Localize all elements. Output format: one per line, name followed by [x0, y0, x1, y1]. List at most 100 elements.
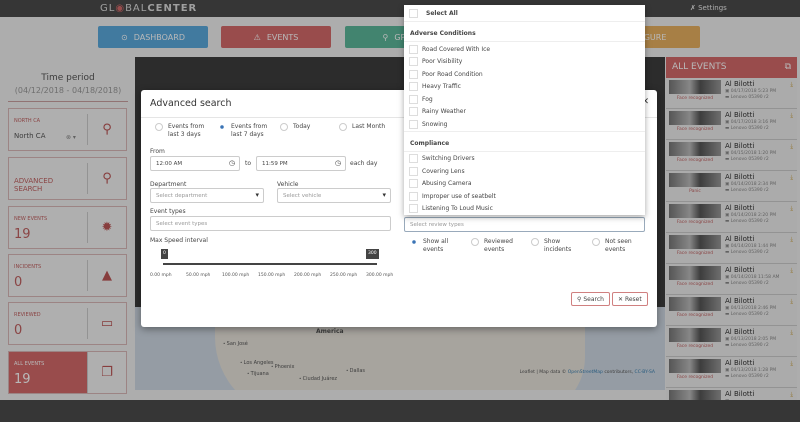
event-thumbnail [669, 235, 721, 249]
reset-button[interactable]: ✕ Reset [612, 292, 648, 306]
search-button[interactable]: ⚲ Search [571, 292, 610, 306]
osm-link[interactable]: OpenStreetMap [567, 370, 603, 375]
review-types-select[interactable]: Select review types [404, 217, 645, 232]
download-icon[interactable]: ⤓ [790, 391, 793, 398]
review-type-option[interactable]: Abusing Camera [404, 178, 645, 191]
checkbox[interactable] [409, 44, 418, 54]
download-icon[interactable]: ⤓ [790, 174, 793, 181]
checkbox[interactable] [409, 119, 418, 129]
checkbox[interactable] [409, 179, 418, 189]
warning-icon: ⚠ [253, 32, 261, 42]
event-types-select[interactable]: Select event types [150, 216, 391, 231]
map-attribution: Leaflet | Map data © OpenStreetMap contr… [519, 370, 655, 375]
download-icon[interactable]: ⤓ [790, 360, 793, 367]
event-item[interactable]: Face recognized Al Bilotti ▣ 04/15/2018 1:… [666, 140, 797, 171]
period-radio[interactable]: Events from last 7 days [218, 123, 278, 139]
sidebar-card-incidents[interactable]: INCIDENTS 0 ▲ [8, 254, 127, 297]
sidebar-card-north-ca[interactable]: NORTH CA North CA ⊗ ▾ ⚲ [8, 108, 127, 151]
from-time-input[interactable]: 12:00 AM ◷ [150, 156, 240, 171]
review-type-option[interactable]: Covering Lens [404, 165, 645, 178]
period-radio[interactable]: Events from last 3 days [155, 123, 215, 139]
speed-slider-track[interactable] [163, 263, 377, 265]
copy-icon[interactable]: ⧉ [784, 62, 791, 72]
checkbox[interactable] [409, 57, 418, 67]
event-item[interactable]: Al Bilotti▣ ▬ ⤓ [666, 388, 797, 400]
sidebar-card-new-events[interactable]: NEW EVENTS 19 ✹ [8, 206, 127, 249]
card-value: 0 [14, 323, 23, 338]
download-icon[interactable]: ⤓ [790, 298, 793, 305]
event-thumbnail [669, 359, 721, 373]
select-all-option[interactable]: Select All [404, 5, 645, 21]
event-item[interactable]: Face recognized Al Bilotti ▣ 04/13/2018 1:… [666, 357, 797, 388]
period-radio[interactable]: Today [280, 123, 340, 131]
checkbox[interactable] [409, 204, 418, 214]
speed-min-handle[interactable]: 0 [161, 249, 168, 259]
review-type-option[interactable]: Listening To Loud Music [404, 203, 645, 216]
department-select[interactable]: Select department ▾ [150, 188, 264, 203]
card-value: North CA [14, 132, 46, 140]
review-type-option[interactable]: Rainy Weather [404, 106, 645, 119]
filter-radio[interactable]: Reviewed events [471, 238, 529, 254]
review-type-option[interactable]: Snowing [404, 118, 645, 131]
event-item[interactable]: Face recognized Al Bilotti ▣ 04/14/2018 11… [666, 264, 797, 295]
checkbox[interactable] [409, 8, 418, 18]
event-thumbnail [669, 297, 721, 311]
download-icon[interactable]: ⤓ [790, 143, 793, 150]
event-item[interactable]: Face recognized Al Bilotti ▣ 04/13/2018 2:… [666, 295, 797, 326]
sidebar-card-all-events[interactable]: ALL EVENTS 19 ❐ [8, 351, 127, 394]
download-icon[interactable]: ⤓ [790, 112, 793, 119]
review-type-option[interactable]: Fog [404, 93, 645, 106]
wrench-icon: ✗ [690, 4, 699, 12]
modal-title: Advanced search [141, 90, 657, 118]
sidebar-card-reviewed[interactable]: REVIEWED 0 ▭ [8, 302, 127, 345]
to-time-input[interactable]: 11:59 PM ◷ [256, 156, 346, 171]
nav-events[interactable]: ⚠ EVENTS [221, 26, 331, 48]
map-city-label: Dallas [346, 368, 365, 374]
download-icon[interactable]: ⤓ [790, 205, 793, 212]
review-type-option[interactable]: Poor Road Condition [404, 68, 645, 81]
event-item[interactable]: Panic Al Bilotti ▣ 04/14/2018 2:34 PM ▬ Len… [666, 171, 797, 202]
filter-radio[interactable]: Show all events [410, 238, 468, 254]
event-item[interactable]: Face recognized Al Bilotti ▣ 04/13/2018 2:… [666, 326, 797, 357]
event-thumbnail [669, 173, 721, 187]
filter-radio[interactable]: Not seen events [592, 238, 650, 254]
time-period-range[interactable]: (04/12/2018 - 04/18/2018) [8, 86, 128, 102]
checkbox[interactable] [409, 166, 418, 176]
event-item[interactable]: Face recognized Al Bilotti ▣ 04/17/2018 3:… [666, 109, 797, 140]
event-thumbnail [669, 142, 721, 156]
review-type-option[interactable]: Switching Drivers [404, 153, 645, 166]
clock-icon: ◷ [334, 159, 341, 167]
event-thumbnail [669, 111, 721, 125]
checkbox[interactable] [409, 191, 418, 201]
review-type-option[interactable]: Poor Visibility [404, 56, 645, 69]
event-item[interactable]: Face recognized Al Bilotti ▣ 04/14/2018 2:… [666, 202, 797, 233]
speed-max-handle[interactable]: 300 [366, 249, 379, 259]
event-item[interactable]: Face recognized Al Bilotti ▣ 04/14/2018 1:… [666, 233, 797, 264]
download-icon[interactable]: ⤓ [790, 267, 793, 274]
event-thumbnail [669, 80, 721, 94]
close-icon[interactable]: ✕ [641, 97, 649, 107]
nav-dashboard[interactable]: ⊙ DASHBOARD [98, 26, 208, 48]
time-period-title: Time period [41, 73, 95, 83]
option-group-title: Compliance [404, 130, 645, 152]
speed-tick: 100.00 mph [222, 273, 250, 278]
review-type-option[interactable]: Improper use of seatbelt [404, 190, 645, 203]
settings-link[interactable]: ✗ Settings [690, 4, 727, 12]
checkbox[interactable] [409, 94, 418, 104]
review-type-option[interactable]: Heavy Traffic [404, 81, 645, 94]
checkbox[interactable] [409, 69, 418, 79]
download-icon[interactable]: ⤓ [790, 329, 793, 336]
checkbox[interactable] [409, 107, 418, 117]
checkbox[interactable] [409, 82, 418, 92]
filter-radio[interactable]: Show incidents [531, 238, 589, 254]
clear-icon[interactable]: ⊗ ▾ [66, 134, 76, 141]
download-icon[interactable]: ⤓ [790, 81, 793, 88]
checkbox[interactable] [409, 154, 418, 164]
review-type-option[interactable]: Road Covered With Ice [404, 43, 645, 56]
sidebar-card-advanced-search[interactable]: ADVANCED SEARCH ⚲ [8, 157, 127, 200]
download-icon[interactable]: ⤓ [790, 236, 793, 243]
period-radio[interactable]: Last Month [339, 123, 399, 131]
vehicle-select[interactable]: Select vehicle ▾ [277, 188, 391, 203]
event-item[interactable]: Face recognized Al Bilotti ▣ 04/17/2018 5:… [666, 78, 797, 109]
license-link[interactable]: CC-BY-SA [634, 370, 655, 375]
